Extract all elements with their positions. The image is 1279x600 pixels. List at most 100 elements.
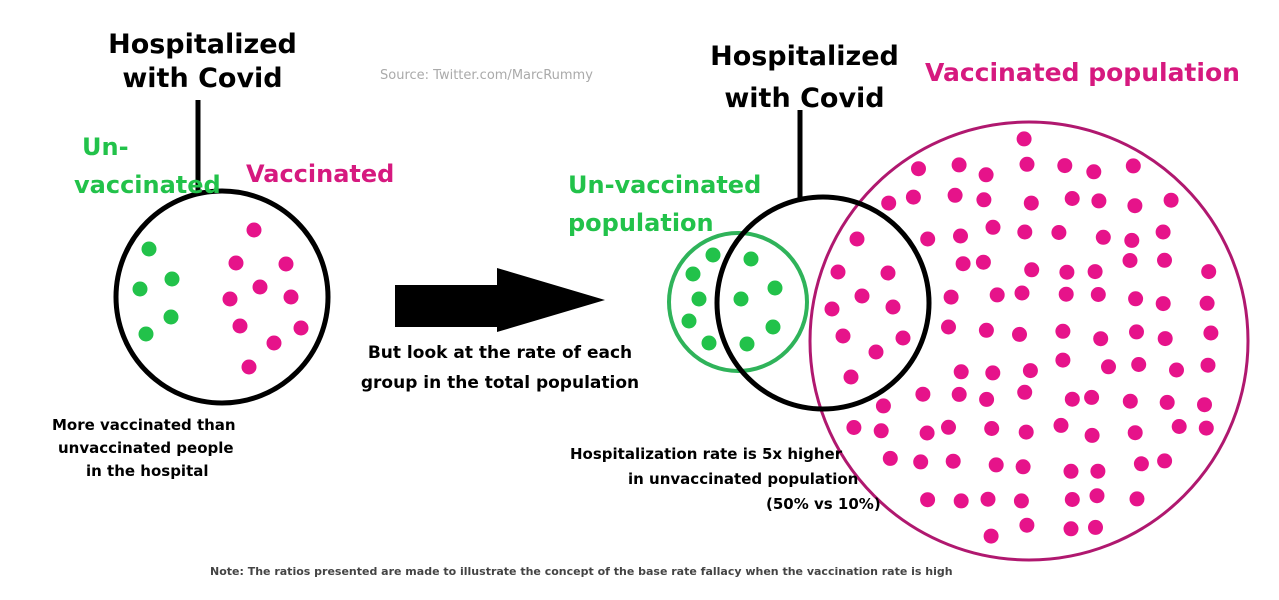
vaccinated-dot xyxy=(1019,517,1035,533)
vaccinated-dot xyxy=(941,319,956,335)
vaccinated-dot xyxy=(1055,323,1071,339)
vaccinated-dot xyxy=(1157,252,1172,268)
unvaccinated-population-circle xyxy=(667,231,809,373)
unvaccinated-dot xyxy=(685,266,701,282)
unvaccinated-dot xyxy=(681,313,697,329)
vaccinated-dot xyxy=(1084,389,1100,405)
vaccinated-dot xyxy=(953,364,969,380)
vaccinated-dot xyxy=(1091,193,1107,209)
vaccinated-dot xyxy=(951,157,967,173)
vaccinated-dot xyxy=(868,344,884,360)
unvaccinated-dot xyxy=(767,280,783,296)
vaccinated-dot xyxy=(920,231,936,247)
vaccinated-dot xyxy=(1012,326,1027,342)
unvaccinated-dot xyxy=(733,291,749,307)
vaccinated-dot xyxy=(978,167,994,183)
vaccinated-dot xyxy=(1087,264,1103,280)
vaccinated-dot xyxy=(873,423,889,439)
vaccinated-dot xyxy=(1019,156,1035,172)
vaccinated-dot xyxy=(953,493,969,509)
vaccinated-dot xyxy=(846,420,862,435)
vaccinated-dot xyxy=(1024,262,1040,278)
label-line: with Covid xyxy=(724,83,885,114)
vaccinated-dot xyxy=(1090,463,1106,479)
vaccinated-dot xyxy=(1017,224,1033,240)
vaccinated-dot xyxy=(1157,331,1173,347)
vaccinated-dot xyxy=(1057,158,1073,174)
vaccinated-dot xyxy=(830,264,846,280)
vaccinated-dot xyxy=(1059,264,1075,280)
vaccinated-dot xyxy=(989,287,1005,303)
vaccinated-dot xyxy=(1159,394,1175,410)
vaccinated-dot xyxy=(1053,417,1069,433)
unvaccinated-dot xyxy=(141,241,157,257)
vaccinated-dot xyxy=(941,419,956,435)
vaccinated-dot xyxy=(1055,352,1071,368)
vaccinated-dot xyxy=(1013,493,1029,509)
vaccinated-dot xyxy=(1129,324,1144,340)
vaccinated-dot xyxy=(881,195,897,211)
vaccinated-dot xyxy=(943,289,959,305)
unvaccinated-dot xyxy=(163,309,179,325)
vaccinated-dot xyxy=(885,299,901,315)
label-line: Un- xyxy=(82,133,129,161)
vaccinated-dot xyxy=(911,161,926,177)
vaccinated-dot xyxy=(1155,296,1171,312)
label-line: Hospitalized xyxy=(710,41,899,72)
vaccinated-dot xyxy=(1122,253,1138,268)
vaccinated-dot xyxy=(1064,391,1080,407)
vaccinated-dot xyxy=(222,291,238,307)
unvaccinated-dot xyxy=(765,319,781,335)
vaccinated-dot xyxy=(1127,425,1143,441)
label-line: vaccinated xyxy=(74,171,221,199)
vaccinated-dot xyxy=(232,318,248,334)
vaccinated-dot xyxy=(947,187,963,203)
vaccinated-dot xyxy=(1198,420,1214,436)
vaccinated-dot xyxy=(1128,291,1144,307)
arrow-caption: But look at the rate of each group in th… xyxy=(355,338,645,398)
caption-line: in the hospital xyxy=(86,462,209,480)
vaccinated-dot xyxy=(1199,295,1215,311)
vaccinated-dot xyxy=(1022,363,1038,379)
unvaccinated-dot xyxy=(739,336,755,352)
vaccinated-dot xyxy=(1131,357,1147,372)
vaccinated-dot xyxy=(951,386,967,402)
vaccinated-dot xyxy=(1203,325,1219,341)
left-caption: More vaccinated than unvaccinated people… xyxy=(52,414,236,483)
unvaccinated-dot xyxy=(705,247,721,263)
vaccinated-dot xyxy=(980,491,996,507)
vaccinated-dot xyxy=(882,450,898,466)
vaccinated-dot xyxy=(1015,459,1031,475)
vaccinated-dot xyxy=(293,320,309,336)
vaccinated-dot xyxy=(895,330,911,346)
vaccinated-dot xyxy=(955,256,971,272)
vaccinated-dot xyxy=(1017,384,1033,400)
vaccinated-dot xyxy=(976,192,992,208)
vaccinated-dot xyxy=(1201,264,1217,280)
left-vaccinated-label: Vaccinated xyxy=(246,160,395,188)
vaccinated-dot xyxy=(945,453,961,469)
vaccinated-dot xyxy=(1086,164,1102,180)
vaccinated-dot xyxy=(953,228,968,244)
vaccinated-dot xyxy=(1101,359,1116,375)
unvaccinated-dot xyxy=(701,335,717,351)
vaccinated-dot xyxy=(854,288,870,304)
unvaccinated-dot xyxy=(132,281,148,297)
left-hospital-label: Hospitalized with Covid xyxy=(100,28,305,96)
vaccinated-dot xyxy=(843,369,859,385)
unvaccinated-dot xyxy=(164,271,180,287)
vaccinated-dot xyxy=(835,328,851,344)
vaccinated-dot xyxy=(849,231,865,247)
label-line: Un-vaccinated xyxy=(568,171,762,199)
arrow-icon xyxy=(395,268,605,332)
vaccinated-dot xyxy=(1051,225,1067,240)
vaccinated-dot xyxy=(228,255,244,271)
right-unvaccinated-label: Un-vaccinated population xyxy=(568,166,761,242)
vaccinated-dot xyxy=(1018,424,1034,440)
vaccinated-dot xyxy=(1122,393,1138,409)
vaccinated-dot xyxy=(880,265,896,281)
vaccinated-dot xyxy=(975,254,991,270)
vaccinated-dot xyxy=(905,189,921,205)
right-vaccinated-label: Vaccinated population xyxy=(925,58,1240,87)
vaccinated-dot xyxy=(983,528,999,544)
